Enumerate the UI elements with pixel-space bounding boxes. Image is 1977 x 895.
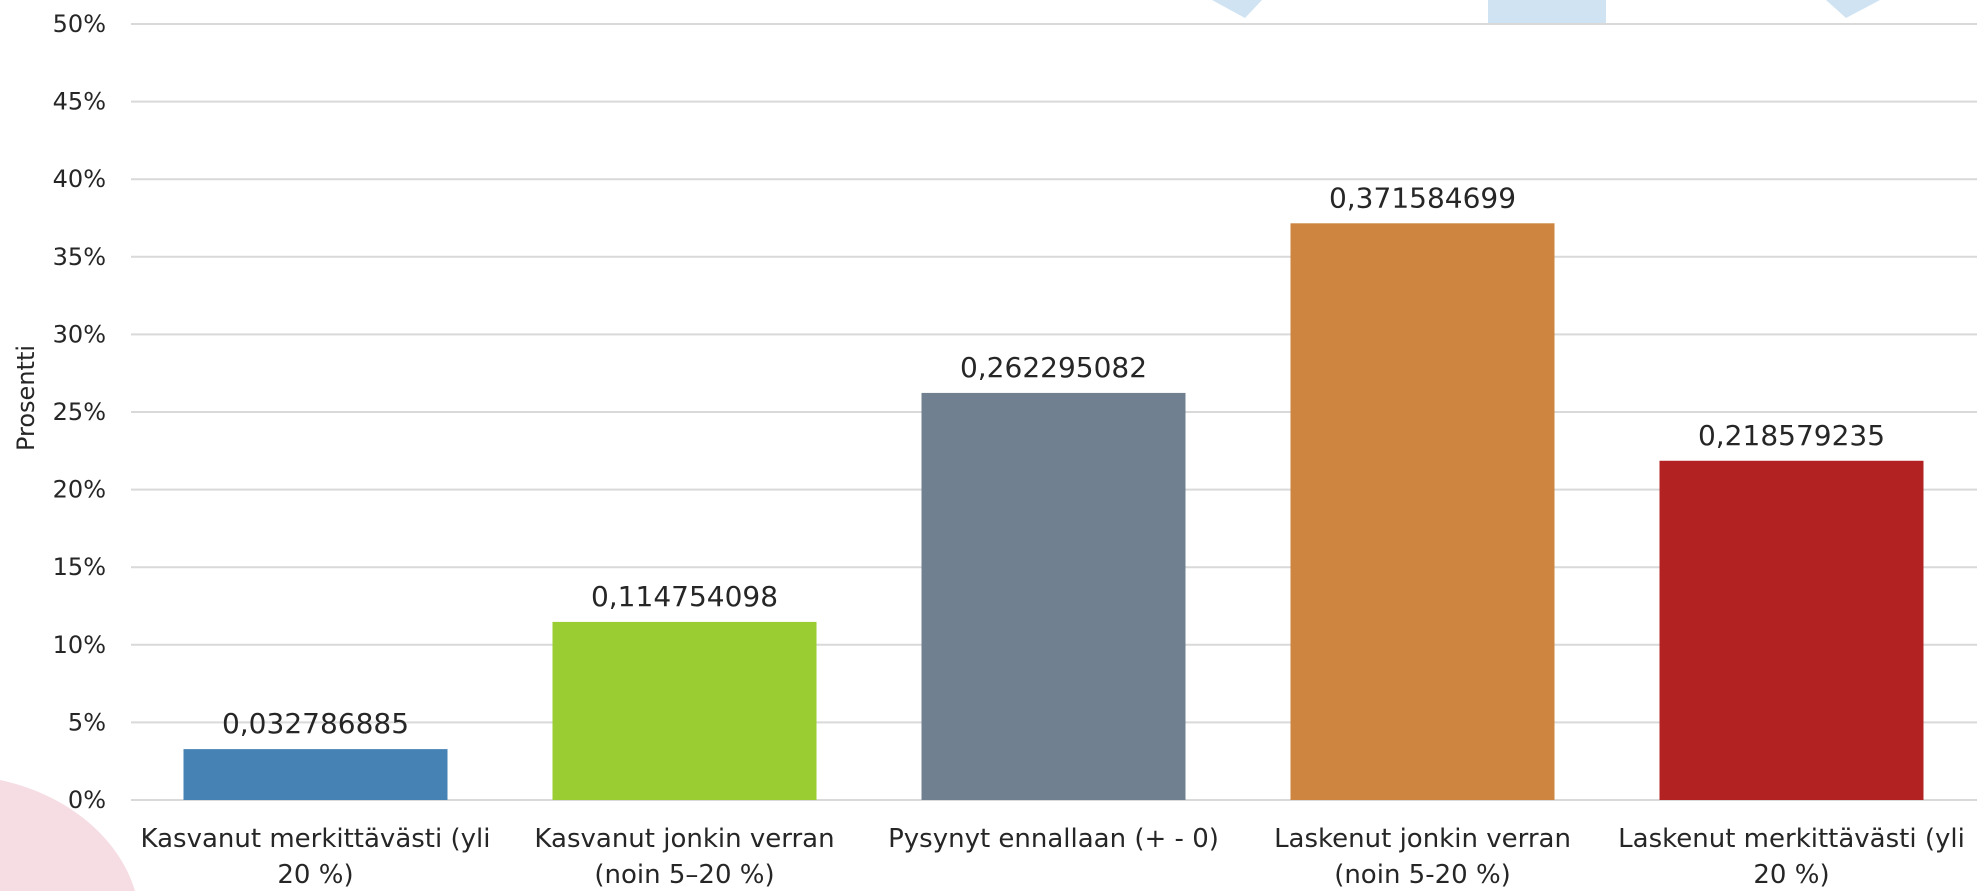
- decor-blue-shape-left: [1212, 0, 1262, 18]
- category-label: (noin 5-20 %): [1334, 860, 1511, 890]
- y-tick-label: 40%: [53, 165, 106, 193]
- bar: [552, 621, 817, 800]
- y-tick-label: 10%: [53, 631, 106, 659]
- bars: [183, 223, 1924, 801]
- category-label: (noin 5–20 %): [594, 860, 774, 890]
- y-tick-label: 50%: [53, 10, 106, 38]
- category-label: Pysynyt ennallaan (+ - 0): [888, 824, 1219, 854]
- category-label: 20 %): [277, 860, 353, 890]
- bar: [1659, 460, 1924, 800]
- data-label: 0,114754098: [591, 580, 778, 613]
- category-label: 20 %): [1753, 860, 1829, 890]
- bar: [183, 749, 448, 800]
- y-tick-label: 45%: [53, 88, 106, 116]
- y-axis-ticks: 0% 5% 10% 15% 20% 25% 30% 35% 40% 45% 50%: [53, 10, 106, 814]
- decor-pink-shape: [0, 780, 135, 891]
- bar: [921, 392, 1186, 800]
- y-tick-label: 20%: [53, 476, 106, 504]
- data-label: 0,218579235: [1698, 419, 1885, 452]
- y-tick-label: 0%: [68, 786, 106, 814]
- category-labels: Kasvanut merkittävästi (yli 20 %) Kasvanut…: [141, 824, 1965, 890]
- y-tick-label: 25%: [53, 398, 106, 426]
- category-label: Kasvanut merkittävästi (yli: [141, 824, 491, 854]
- category-label: Kasvanut jonkin verran: [534, 824, 834, 854]
- y-tick-label: 15%: [53, 553, 106, 581]
- background-decor: [0, 0, 1880, 891]
- y-axis-title: Prosentti: [12, 345, 40, 451]
- bar: [1290, 223, 1555, 801]
- category-label: Laskenut merkittävästi (yli: [1618, 824, 1965, 854]
- y-tick-label: 5%: [68, 708, 106, 736]
- decor-blue-shape-right: [1826, 0, 1880, 18]
- decor-blue-shape-center: [1488, 0, 1606, 24]
- data-labels: 0,032786885 0,114754098 0,262295082 0,37158…: [222, 181, 1885, 740]
- data-label: 0,262295082: [960, 351, 1147, 384]
- y-tick-label: 30%: [53, 320, 106, 348]
- data-label: 0,032786885: [222, 707, 409, 740]
- data-label: 0,371584699: [1329, 181, 1516, 214]
- y-tick-label: 35%: [53, 243, 106, 271]
- category-label: Laskenut jonkin verran: [1274, 824, 1571, 854]
